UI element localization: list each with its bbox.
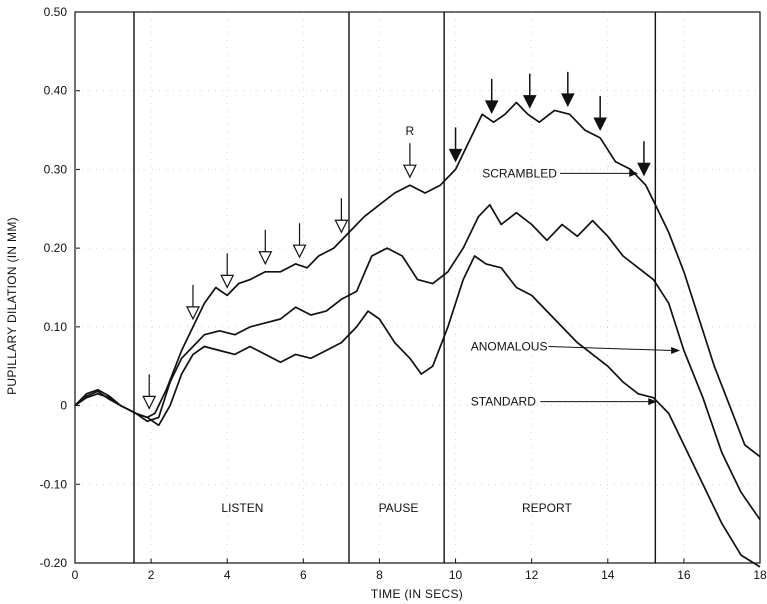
phase-label: REPORT <box>522 501 572 515</box>
series-layer <box>74 101 761 568</box>
x-tick-label: 14 <box>601 568 615 582</box>
series-line-scrambled <box>74 101 761 458</box>
x-tick-label: 12 <box>525 568 539 582</box>
phase-label: PAUSE <box>379 501 419 515</box>
filled-arrow-head <box>637 162 651 177</box>
y-tick-label: 0 <box>60 399 67 413</box>
open-arrow-head <box>142 395 157 410</box>
marker-layer: R <box>142 71 651 410</box>
open-arrow-head <box>334 219 349 234</box>
label-layer: SCRAMBLED ANOMALOUS STANDARD <box>471 166 681 409</box>
x-tick-label: 6 <box>300 568 307 582</box>
filled-arrow-head <box>448 148 463 163</box>
y-tick-label: 0.50 <box>44 5 68 19</box>
x-tick-label: 10 <box>449 568 463 582</box>
y-tick-label: 0.10 <box>44 320 68 334</box>
x-tick-label: 4 <box>224 568 231 582</box>
x-tick-label: 16 <box>677 568 691 582</box>
filled-arrow-head <box>484 100 499 115</box>
series-label-anomalous: ANOMALOUS <box>471 340 548 354</box>
phase-label: LISTEN <box>221 501 263 515</box>
y-axis-title: PUPILLARY DILATION (IN MM) <box>5 217 19 395</box>
y-tick-label: 0.30 <box>44 162 68 176</box>
series-line-standard <box>74 255 761 568</box>
filled-arrow-head <box>593 117 607 132</box>
axes: 0 2 4 6 8 10 12 14 16 18 -0.20 -0.10 0 0.10 0.20 0.30 0.… <box>40 5 767 582</box>
x-tick-label: 8 <box>376 568 383 582</box>
x-axis-title: TIME (IN SECS) <box>371 587 463 601</box>
series-label-standard: STANDARD <box>471 395 536 409</box>
y-tick-label: -0.10 <box>40 477 68 491</box>
series-pointer-head <box>648 398 658 406</box>
filled-arrow-head <box>561 93 575 107</box>
filled-arrow-head <box>522 95 537 109</box>
y-tick-label: 0.20 <box>44 241 68 255</box>
open-arrow-head <box>220 274 235 289</box>
open-arrow-head <box>186 306 200 321</box>
x-tick-label: 18 <box>753 568 767 582</box>
plot-frame <box>74 11 761 564</box>
series-line-anomalous <box>74 203 761 521</box>
series-pointer-head <box>671 346 681 354</box>
open-arrow-head <box>292 244 307 259</box>
series-pointer-head <box>629 169 639 177</box>
x-tick-label: 0 <box>72 568 79 582</box>
series-pointer-line <box>548 346 673 351</box>
r-marker-label: R <box>406 124 415 138</box>
phase-boundaries: LISTEN PAUSE REPORT <box>133 12 657 563</box>
series-label-scrambled: SCRAMBLED <box>482 166 557 180</box>
y-tick-label: -0.20 <box>40 556 68 570</box>
open-arrow-head <box>258 251 273 266</box>
x-tick-label: 2 <box>148 568 155 582</box>
open-arrow-head <box>402 164 417 179</box>
y-tick-label: 0.40 <box>44 84 68 98</box>
